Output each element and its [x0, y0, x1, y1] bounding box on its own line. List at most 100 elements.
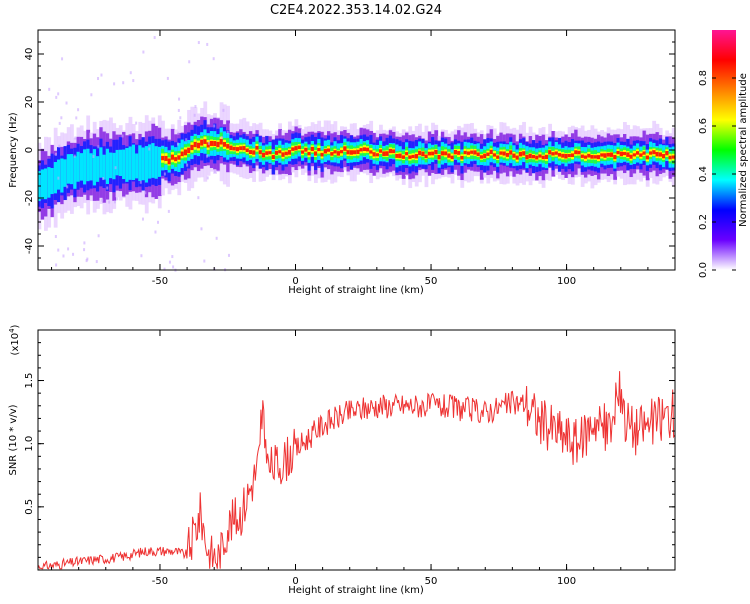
snr-x-label: Height of straight line (km): [288, 585, 424, 596]
spectrogram-speckle: [206, 42, 209, 46]
spectrogram-speckle: [227, 253, 230, 257]
spectrogram-cell: [359, 148, 364, 152]
snr-y-ticks: 0.5 1.0 1.5: [24, 342, 675, 558]
spectrogram-cell: [92, 149, 97, 186]
spectrogram-cell: [596, 155, 601, 160]
x-tick-label: 100: [557, 276, 576, 287]
spectrogram-speckle: [83, 248, 86, 252]
spectrogram-speckle: [203, 259, 206, 263]
spectrogram-cell: [44, 168, 48, 200]
spectrogram-cell: [79, 153, 84, 181]
spectrogram-cell: [346, 150, 351, 155]
spectrogram-cell: [187, 147, 191, 154]
spectrogram-cell: [636, 151, 640, 155]
spectrogram-cell: [535, 155, 539, 160]
spectrogram-cell: [320, 152, 325, 157]
spectrogram-cell: [609, 152, 614, 157]
spectrogram-speckle: [194, 105, 197, 109]
spectrogram-speckle: [72, 252, 75, 256]
spectrogram-cell: [522, 151, 526, 156]
colorbar-tick-label: 0.2: [698, 214, 709, 230]
spectrogram-speckle: [153, 36, 156, 40]
spectrogram-cell: [392, 149, 396, 154]
spectrogram-speckle: [106, 186, 109, 190]
snr-frame: [37, 329, 676, 571]
spectrogram-speckle: [186, 163, 189, 167]
spectrogram-cell: [235, 147, 240, 152]
spectrogram-cell: [499, 151, 504, 155]
spectrogram-speckle: [177, 131, 180, 135]
spectrogram-cell: [70, 154, 74, 185]
spectrogram-y-ticks: -40 -20 0 20 40: [24, 29, 675, 271]
spectrogram-cell: [57, 159, 61, 190]
spectrogram-cell: [174, 157, 178, 162]
spectrogram-cell: [118, 149, 123, 176]
spectrogram-speckle: [75, 116, 78, 120]
spectrogram-speckle: [212, 57, 215, 61]
spectrogram-cell: [63, 159, 68, 187]
spectrogram-speckle: [67, 247, 70, 251]
spectrogram-cell: [86, 148, 91, 182]
spectrogram-cell: [564, 153, 569, 159]
spectrogram-cell: [427, 151, 432, 156]
spectrogram-speckle: [114, 166, 117, 170]
spectrogram-speckle: [57, 92, 60, 96]
spectrogram-cell: [287, 150, 292, 155]
spectrogram-cell: [385, 151, 390, 156]
spectrogram-cell: [457, 151, 461, 155]
spectrogram-speckle: [77, 108, 80, 112]
y-tick-label: 20: [24, 96, 35, 109]
figure-title: C2E4.2022.353.14.02.G24: [270, 3, 442, 18]
spectrogram-panel: -50 0 50 100 -40 -20 0 20 40 Height of straight…: [8, 29, 676, 296]
x-tick-label: 0: [292, 276, 298, 287]
spectrogram-cell: [489, 149, 494, 155]
spectrogram-speckle: [113, 200, 116, 204]
spectrogram-speckle: [92, 154, 95, 158]
spectrogram-cell: [112, 152, 117, 180]
spectrogram-speckle: [132, 79, 135, 83]
spectrogram-cell: [369, 150, 374, 154]
colorbar-tick-label: 0.6: [698, 118, 709, 134]
spectrogram-cell: [115, 149, 120, 176]
spectrogram-cell: [460, 155, 465, 160]
colorbar-ticks: 0.0 0.2 0.4 0.6 0.8: [698, 70, 736, 278]
spectrogram-cell: [466, 151, 471, 155]
spectrogram-cell: [551, 152, 556, 156]
spectrogram-cell: [144, 146, 149, 183]
spectrogram-cell: [652, 150, 657, 155]
spectrogram-cell: [444, 151, 448, 156]
spectrogram-cell: [421, 151, 426, 157]
y-tick-label: 1.5: [24, 373, 35, 389]
spectrogram-cell: [135, 153, 139, 179]
spectrogram-x-label: Height of straight line (km): [288, 285, 424, 296]
spectrogram-cell: [398, 153, 403, 159]
spectrogram-cell: [401, 155, 406, 159]
spectrogram-cell: [206, 142, 211, 148]
spectrogram-cell: [486, 152, 491, 156]
spectrogram-speckle: [148, 147, 151, 151]
spectrogram-cell: [73, 156, 78, 189]
spectrogram-cell: [193, 141, 198, 148]
spectrogram-cell: [411, 154, 416, 158]
spectrogram-cell: [281, 152, 286, 157]
spectrogram-speckle: [97, 77, 100, 81]
spectrogram-cell: [574, 150, 579, 155]
spectrogram-cell: [649, 151, 653, 155]
spectrogram-speckle: [178, 97, 181, 101]
spectrogram-cell: [216, 141, 221, 148]
spectrogram-cell: [99, 147, 104, 178]
spectrogram-cell: [177, 155, 182, 160]
spectrogram-cell: [515, 155, 520, 160]
spectrogram-cell: [96, 156, 100, 182]
spectrogram-cell: [639, 153, 644, 157]
spectrogram-cell: [274, 150, 279, 155]
spectrogram-speckle: [215, 236, 218, 240]
spectrogram-cell: [157, 146, 162, 177]
snr-series-line: [37, 371, 676, 570]
spectrogram-speckle: [171, 255, 174, 259]
spectrogram-cell: [268, 151, 273, 155]
spectrogram-cell: [538, 154, 543, 158]
spectrogram-speckle: [97, 145, 100, 149]
spectrogram-cell: [213, 141, 217, 147]
spectrogram-cell: [190, 144, 195, 151]
